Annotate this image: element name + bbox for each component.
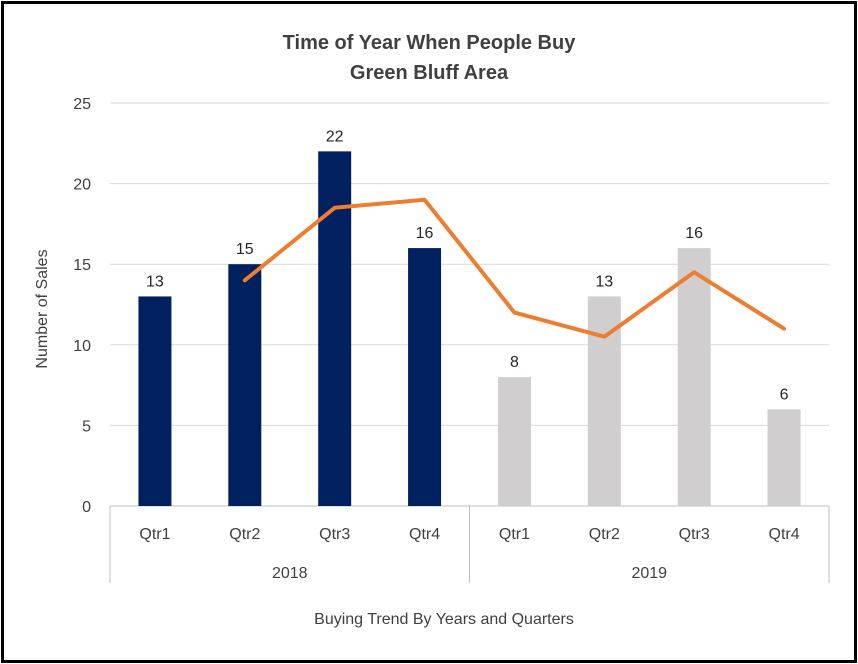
bar [497, 377, 531, 506]
bar [228, 264, 262, 506]
y-tick-label: 25 [73, 96, 91, 113]
gridlines [110, 102, 829, 507]
x-tick-label: Qtr1 [499, 526, 530, 543]
bars [138, 151, 801, 507]
y-axis-title: Number of Sales [34, 249, 51, 368]
x-group-label: 2018 [272, 565, 308, 582]
bar [318, 151, 352, 507]
bar [767, 409, 801, 506]
y-tick-label: 5 [82, 418, 91, 435]
x-tick-label: Qtr3 [319, 526, 350, 543]
data-labels: 13 15 22 16 8 13 16 6 [146, 128, 789, 403]
bar [138, 296, 172, 506]
x-tick-label: Qtr1 [139, 526, 170, 543]
bar-data-label: 16 [685, 225, 703, 242]
bar-data-label: 8 [510, 354, 519, 371]
trend-line-group [242, 197, 787, 339]
bar [587, 296, 621, 506]
y-axis-ticks: 0 5 10 15 20 25 [73, 96, 91, 516]
x-tick-label: Qtr4 [409, 526, 440, 543]
x-axis-title: Buying Trend By Years and Quarters [314, 611, 574, 628]
bar-data-label: 22 [326, 128, 344, 145]
bar [677, 248, 711, 506]
y-tick-label: 15 [73, 257, 91, 274]
chart-title: Time of Year When People Buy Green Bluff… [0, 28, 858, 88]
chart-title-line1: Time of Year When People Buy [282, 32, 576, 54]
bar-data-label: 15 [236, 241, 254, 258]
bar [408, 248, 442, 506]
bar-data-label: 6 [780, 386, 789, 403]
x-group-label: 2019 [631, 565, 667, 582]
x-tick-label: Qtr2 [589, 526, 620, 543]
bar-data-label: 13 [146, 273, 164, 290]
trend-line [242, 197, 787, 339]
y-tick-label: 20 [73, 177, 91, 194]
x-tick-label: Qtr3 [679, 526, 710, 543]
bar-data-label: 13 [595, 273, 613, 290]
y-tick-label: 0 [82, 499, 91, 516]
y-tick-label: 10 [73, 338, 91, 355]
x-tick-label: Qtr2 [229, 526, 260, 543]
x-tick-label: Qtr4 [769, 526, 800, 543]
bar-data-label: 16 [416, 225, 434, 242]
chart-title-line2: Green Bluff Area [349, 62, 509, 84]
x-axis: Qtr1 Qtr2 Qtr3 Qtr4 Qtr1 Qtr2 Qtr3 Qtr4 2018 2019 [109, 506, 830, 583]
